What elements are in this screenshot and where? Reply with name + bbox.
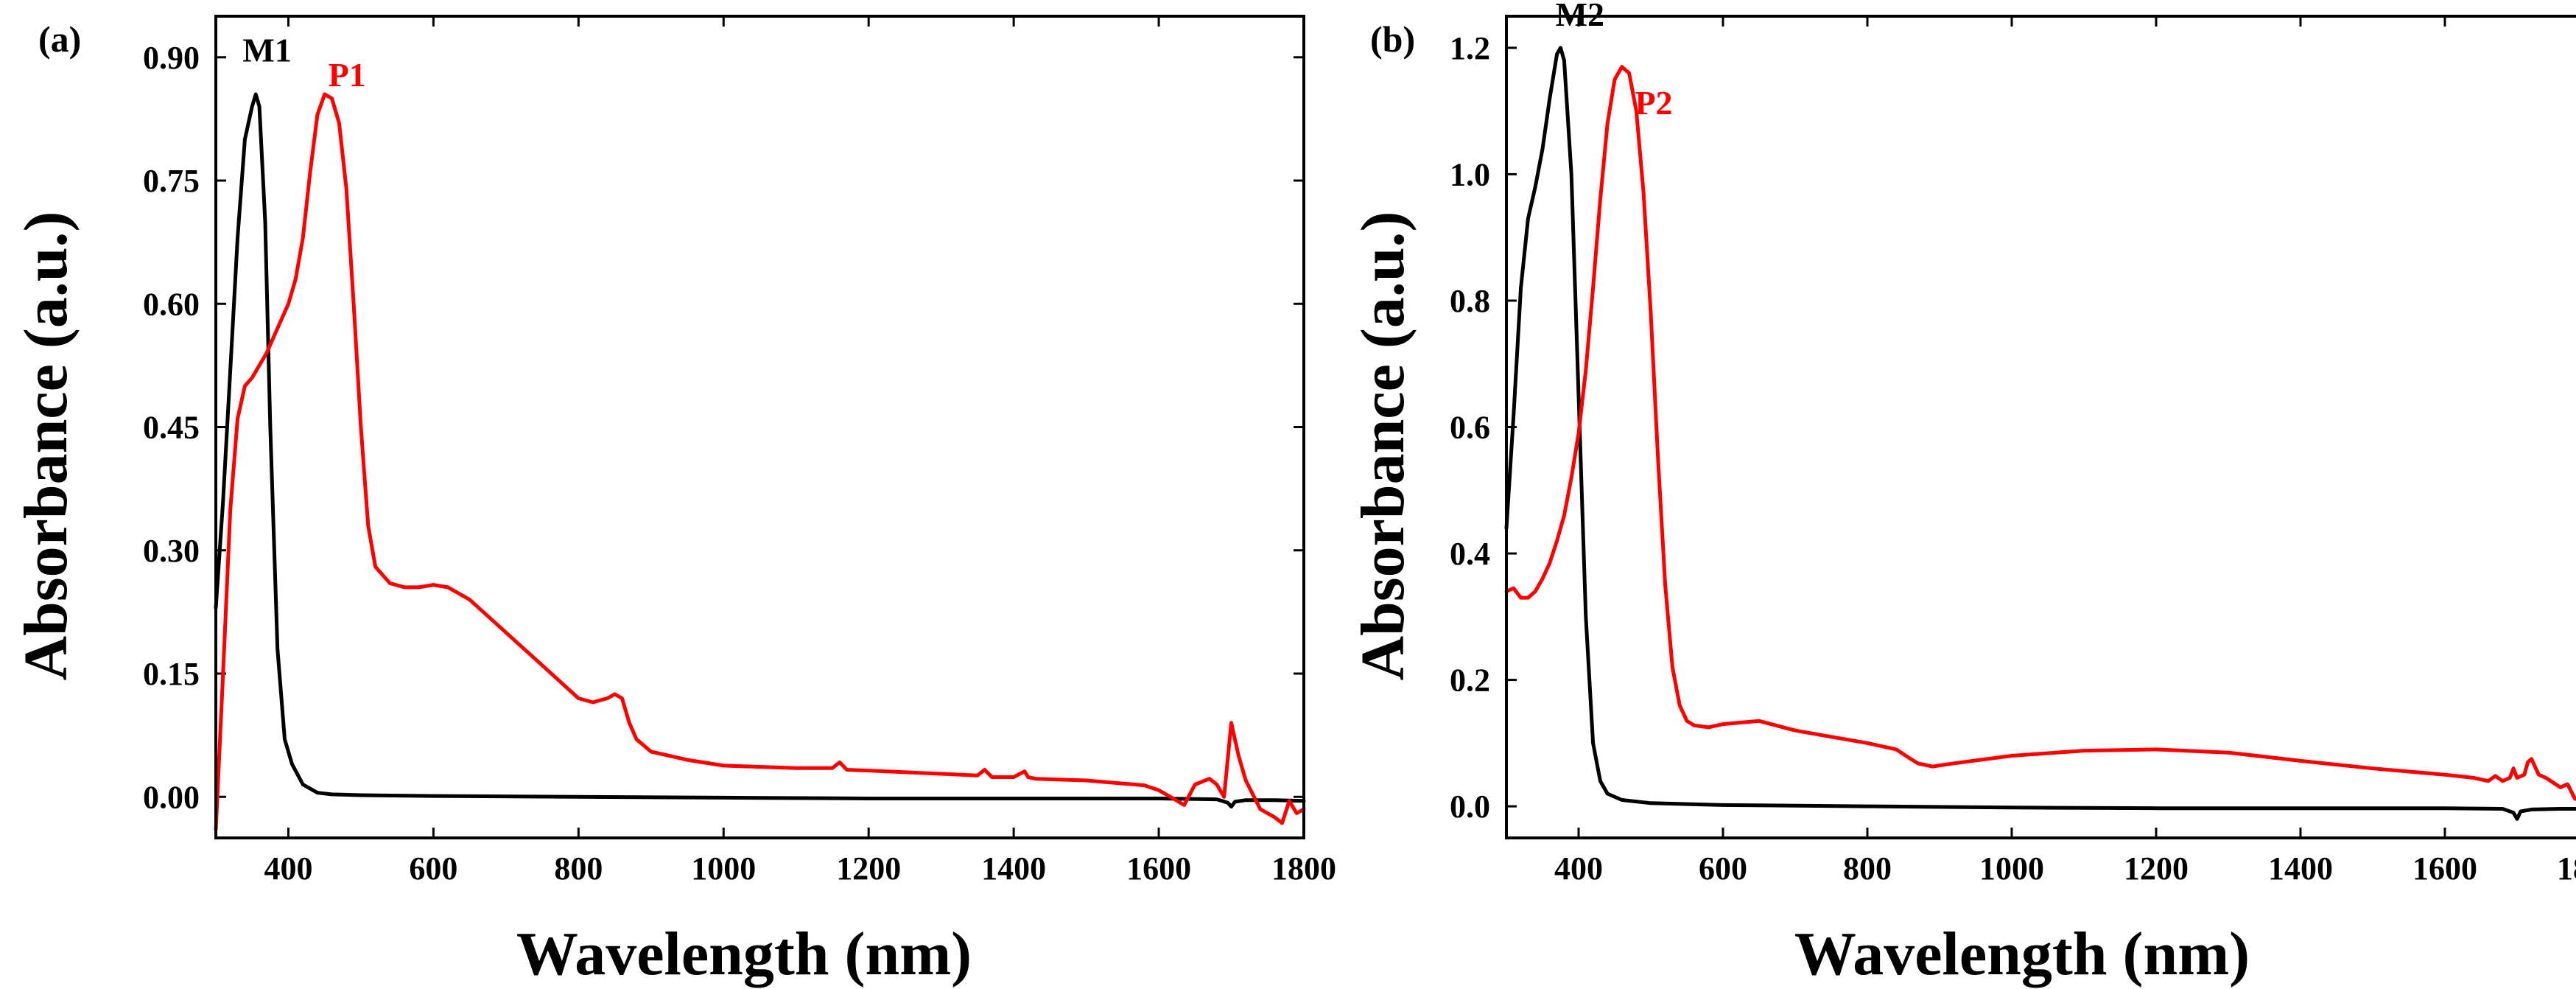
panel-b-series [1504,46,2576,821]
panel-b-x-tick-label: 1600 [2412,850,2477,887]
panel-a-y-tick-label: 0.15 [143,656,200,692]
panel-a-x-tick-label: 1600 [1126,850,1191,887]
panel-a-annotations: M1 P1 [242,31,365,93]
panel-a-x-tick-label: 1200 [836,850,901,887]
annotation-p2: P2 [1635,84,1672,122]
panel-b-y-axis-label: Absorbance (a.u.) [1349,211,1417,680]
series-line-p2 [1504,65,2576,801]
panel-a-x-tick-label: 600 [409,850,457,887]
panel-a-y-tick-label: 0.75 [143,163,200,199]
series-line-m2 [1504,46,2576,821]
panel-a: (a) 400 600 800 1000 1200 1400 1600 1800 0.00 0.1… [12,15,1336,988]
panel-b-y-tick-label: 0.4 [1450,536,1490,572]
panel-b-x-tick-label: 400 [1554,850,1603,887]
annotation-p1: P1 [329,56,366,94]
panel-b-x-tick-label: 1000 [1979,850,2044,887]
panel-b-y-tick-label: 0.6 [1450,410,1490,446]
panel-a-x-tick-label: 1000 [691,850,756,887]
panel-a-x-tick-label: 1800 [1271,850,1336,887]
panel-a-y-tick-label: 0.00 [143,779,200,815]
panel-b-y-tick-label: 1.2 [1450,30,1490,66]
panel-a-y-axis-label: Absorbance (a.u.) [12,211,80,680]
panel-a-y-tick-label: 0.60 [143,286,200,322]
panel-b-x-tick-label: 1800 [2557,850,2576,887]
panel-a-y-tick-label: 0.30 [143,533,200,569]
panel-b-x-tick-label: 800 [1843,850,1892,887]
panel-b-plot-frame [1505,15,2576,839]
panel-a-y-tick-label: 0.45 [143,410,200,446]
panel-b-x-tick-label: 600 [1699,850,1747,887]
panel-label-b: (b) [1370,18,1415,60]
panel-a-ticks: 400 600 800 1000 1200 1400 1600 1800 0.00 0.15 0.3… [143,16,1336,887]
series-line-m1 [214,92,1306,809]
series-line-p1 [214,92,1306,832]
panel-a-plot-frame [214,15,1305,839]
panel-b-x-axis-label: Wavelength (nm) [1794,920,2250,988]
panel-label-a: (a) [38,18,81,60]
panel-b: (b) 400 600 800 1000 1200 1400 1600 1800 0.0 0.2 0… [1349,0,2576,988]
panel-b-y-tick-label: 1.0 [1450,156,1490,192]
panel-b-x-tick-label: 1400 [2268,850,2333,887]
panel-b-y-tick-label: 0.8 [1450,283,1490,319]
panel-a-x-axis-label: Wavelength (nm) [516,920,972,988]
panel-a-x-tick-label: 1400 [981,850,1046,887]
panel-b-y-tick-label: 0.2 [1450,663,1490,699]
panel-b-ticks: 400 600 800 1000 1200 1400 1600 1800 0.0 0.2 0.4 0.… [1450,16,2576,887]
panel-b-y-tick-label: 0.0 [1450,789,1490,825]
panel-a-x-tick-label: 400 [264,850,312,887]
panel-a-series [214,92,1306,832]
annotation-m1: M1 [242,31,291,69]
panel-b-x-tick-label: 1200 [2124,850,2189,887]
panel-a-x-tick-label: 800 [554,850,603,887]
panel-a-y-tick-label: 0.90 [143,40,200,76]
